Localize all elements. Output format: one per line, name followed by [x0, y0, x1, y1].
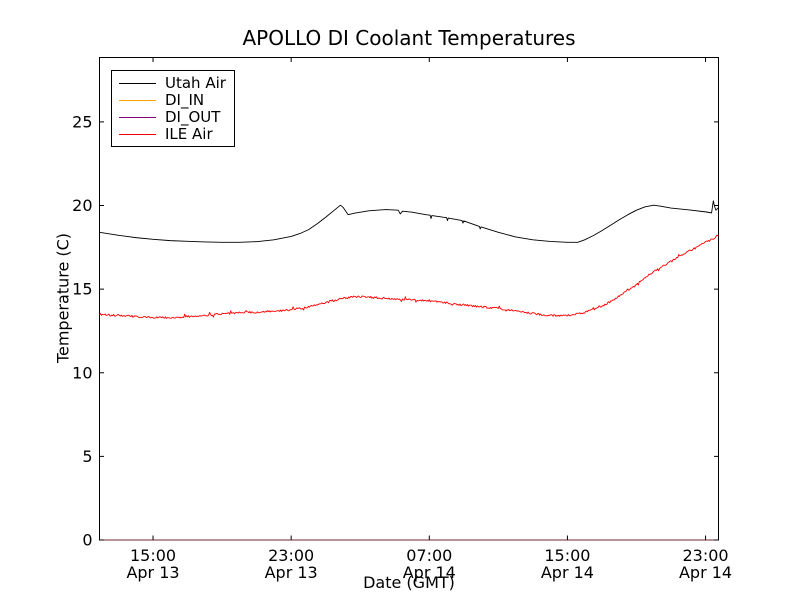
chart-title: APOLLO DI Coolant Temperatures: [242, 26, 576, 50]
legend-label: Utah Air: [165, 74, 226, 92]
legend-entry-di-in: DI_IN: [119, 92, 226, 108]
legend-label: DI_OUT: [165, 108, 221, 126]
legend-line-sample: [119, 133, 156, 135]
legend: Utah Air DI_IN DI_OUT ILE Air: [111, 70, 235, 147]
legend-line-sample: [119, 82, 156, 84]
legend-entry-di-out: DI_OUT: [119, 109, 226, 125]
x-tick-label-time: 23:00: [268, 546, 314, 565]
x-tick-label-time: 15:00: [130, 546, 176, 565]
legend-label: ILE Air: [165, 125, 213, 143]
x-tick-label-date: Apr 14: [403, 563, 456, 582]
x-tick-label-date: Apr 14: [541, 563, 594, 582]
legend-label: DI_IN: [165, 91, 205, 109]
legend-entry-ile-air: ILE Air: [119, 126, 226, 142]
x-tick-label-date: Apr 13: [265, 563, 318, 582]
x-tick-label-time: 15:00: [544, 546, 590, 565]
x-tick-label-time: 23:00: [682, 546, 728, 565]
y-tick-label: 20: [72, 196, 92, 215]
series-line-ile-air: [99, 234, 719, 319]
y-tick-label: 25: [72, 112, 92, 131]
plot-frame: [99, 57, 719, 541]
y-tick-label: 5: [82, 447, 92, 466]
y-tick-label: 15: [72, 280, 92, 299]
x-axis-label: Date (GMT): [363, 573, 455, 592]
x-tick-label-time: 07:00: [406, 546, 452, 565]
legend-entry-utah-air: Utah Air: [119, 75, 226, 91]
series-line-utah-air: [99, 200, 719, 243]
x-tick-label-date: Apr 14: [679, 563, 732, 582]
x-tick-label-date: Apr 13: [126, 563, 179, 582]
y-axis-label: Temperature (C): [53, 232, 73, 364]
y-tick-label: 10: [72, 363, 92, 382]
y-tick-label: 0: [82, 531, 92, 550]
legend-line-sample: [119, 99, 156, 101]
legend-line-sample: [119, 116, 156, 118]
